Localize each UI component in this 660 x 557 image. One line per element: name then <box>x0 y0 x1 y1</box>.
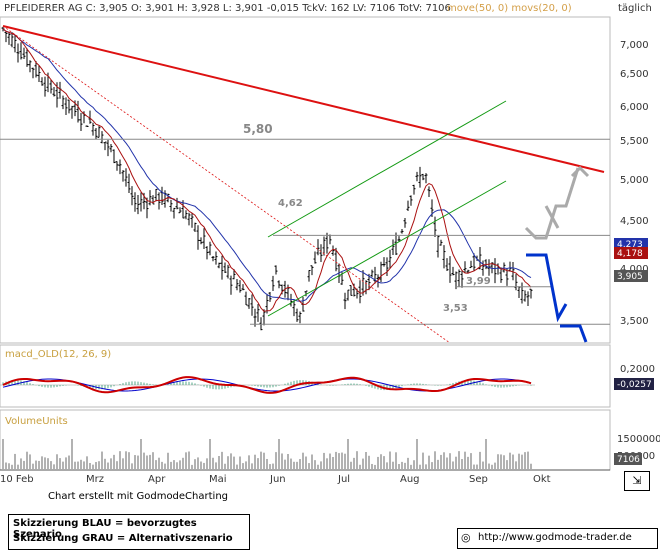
ma50-value-text: 4,273 <box>617 240 643 250</box>
y-tick-5000: 5,000 <box>620 175 649 186</box>
level-label-353: 3,53 <box>443 303 468 314</box>
legend-blue-scenario: Skizzierung BLAU = bevorzugtes Szenario <box>13 518 197 540</box>
channel-lower <box>267 180 507 317</box>
ma20-value-tag <box>614 247 648 259</box>
x-label-jun: Jun <box>269 474 286 485</box>
price-chart: PFLEIDERER AG C: 3,905 O: 3,901 H: 3,928… <box>0 3 660 485</box>
x-label-aug: Aug <box>400 474 420 485</box>
y-tick-7000: 7,000 <box>620 40 649 51</box>
y-tick-6000: 6,000 <box>620 102 649 113</box>
ma20-line <box>2 28 532 312</box>
scenario-legend: Skizzierung BLAU = bevorzugtes Szenario … <box>8 514 250 550</box>
website-url: http://www.godmode-trader.de <box>478 532 632 543</box>
y-tick-4500: 4,500 <box>620 216 649 227</box>
level-label-462: 4,62 <box>278 198 303 209</box>
downtrend-dotted <box>2 25 451 344</box>
grey-scenario-path <box>524 167 580 240</box>
x-label-okt: Okt <box>533 474 551 485</box>
price-value-tag <box>614 270 648 282</box>
price-panel-frame <box>0 16 611 344</box>
macd-y-tick: 0,2000 <box>620 364 655 375</box>
volume-title: VolumeUnits <box>5 416 68 427</box>
ma50-line <box>2 28 532 302</box>
website-link[interactable]: ◎ http://www.godmode-trader.de <box>457 528 658 549</box>
x-label-jul: Jul <box>337 474 350 485</box>
macd-value-text: -0,0257 <box>617 380 652 390</box>
level-label-580: 5,80 <box>243 122 273 136</box>
expand-arrow-icon[interactable]: ⇲ <box>624 471 650 491</box>
chart-header: PFLEIDERER AG C: 3,905 O: 3,901 H: 3,928… <box>4 3 451 14</box>
blue-scenario-arrow <box>560 324 588 343</box>
downtrend-line <box>2 25 605 173</box>
x-label-mai: Mai <box>209 474 227 485</box>
x-label-feb: 10 Feb <box>0 474 34 485</box>
macd-value-tag <box>614 378 654 390</box>
x-label-sep: Sep <box>469 474 488 485</box>
x-label-mrz: Mrz <box>86 474 104 485</box>
price-value-text: 3,905 <box>617 272 643 282</box>
y-tick-5500: 5,500 <box>620 136 649 147</box>
ma20-value-text: 4,178 <box>617 249 643 259</box>
globe-icon: ◎ <box>461 531 471 544</box>
y-tick-3500: 3,500 <box>620 316 649 327</box>
y-tick-4000: 4,000 <box>620 264 649 275</box>
blue-scenario-path <box>526 253 568 323</box>
x-label-apr: Apr <box>148 474 166 485</box>
legend-grey-scenario: Skizzierung GRAU = Alternativszenario <box>13 533 233 544</box>
channel-upper <box>267 100 507 238</box>
vol-y-tick-1500000: 1500000 <box>617 434 660 445</box>
grey-scenario-tick <box>544 205 560 229</box>
volume-value-tag <box>614 453 642 465</box>
macd-panel-frame <box>0 344 611 408</box>
volume-value-text: 7106 <box>617 455 640 465</box>
chart-credit: Chart erstellt mit GodmodeCharting <box>48 491 228 502</box>
level-label-399: 3,99 <box>466 276 491 287</box>
macd-title: macd_OLD(12, 26, 9) <box>5 349 111 360</box>
y-tick-6500: 6,500 <box>620 69 649 80</box>
grey-scenario-arrowhead <box>570 165 590 178</box>
period-label: täglich <box>618 3 652 14</box>
macd-line <box>2 376 532 394</box>
ma-legend: move(50, 0) movs(20, 0) <box>447 3 572 14</box>
